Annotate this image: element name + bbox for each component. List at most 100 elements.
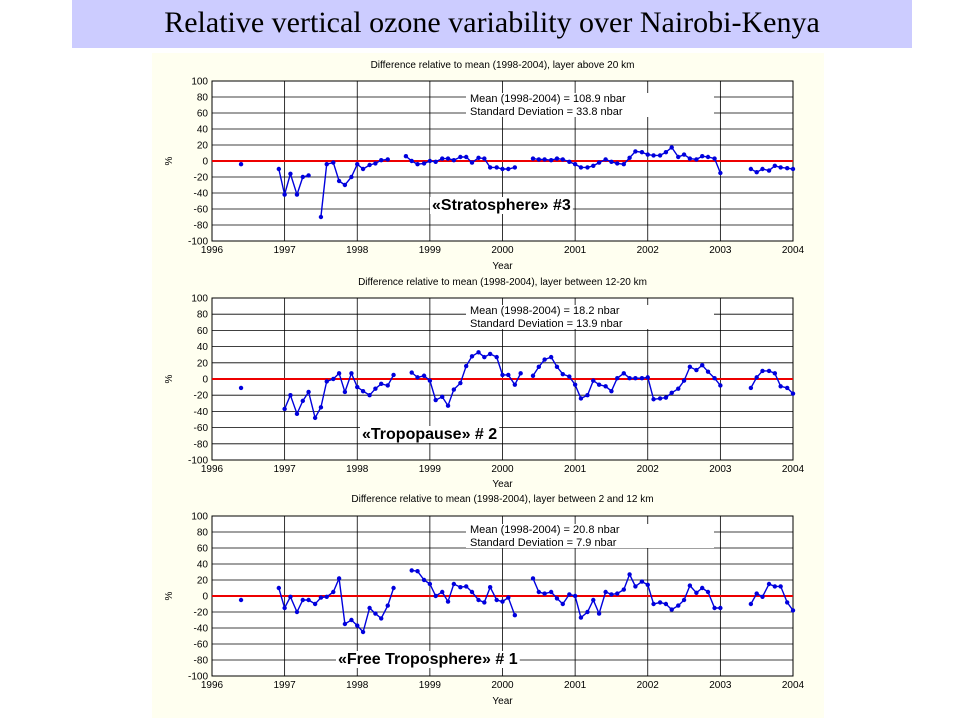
chart2-data-point: [748, 385, 754, 391]
chart2-data-point: [427, 378, 433, 383]
chart2-data-point: [694, 367, 699, 373]
chart2-x-axis-label: Year: [492, 479, 513, 490]
chart3-data-point: [506, 595, 511, 600]
chart2-data-point: [482, 354, 487, 360]
chart3-data-point: [748, 601, 754, 607]
chart3-x-tick-label: 2003: [709, 680, 732, 691]
chart3-data-point: [409, 568, 414, 573]
chart2-data-point: [487, 351, 493, 357]
chart2-x-tick-label: 2004: [782, 464, 805, 475]
chart1-data-point: [633, 149, 638, 154]
chart2-y-tick-label: -60: [194, 423, 209, 434]
chart1-data-point: [336, 178, 342, 184]
chart1-data-point: [651, 153, 656, 158]
chart1-data-point: [300, 174, 305, 180]
chart2-y-tick-label: -20: [194, 391, 209, 402]
chart3-data-point: [469, 589, 475, 595]
chart1-data-point: [403, 154, 409, 159]
chart2-y-tick-label: 60: [197, 326, 209, 337]
chart1-data-point: [415, 162, 420, 167]
chart2-data-point: [463, 363, 469, 369]
chart3-y-tick-label: 60: [197, 544, 209, 555]
chart3-data-point: [669, 607, 674, 612]
chart3-data-point: [355, 623, 360, 628]
chart1-data-point: [712, 156, 717, 161]
chart1-data-point: [294, 192, 300, 197]
chart3-y-tick-label: 80: [197, 528, 209, 539]
chart3-data-point: [772, 584, 778, 589]
chart3-data-point: [282, 605, 287, 611]
chart3-data-point: [700, 585, 705, 591]
chart2-y-tick-label: 40: [197, 342, 209, 353]
chart1-y-tick-label: 60: [197, 109, 209, 120]
chart3-data-point: [476, 597, 481, 603]
chart1-data-point: [342, 182, 348, 188]
chart2-data-point: [385, 383, 390, 388]
chart3-x-tick-label: 2004: [782, 680, 805, 691]
chart1-x-tick-label: 1996: [201, 245, 224, 256]
chart1-data-point: [560, 157, 565, 162]
chart3-data-point: [336, 576, 342, 581]
chart1-data-point: [536, 157, 542, 162]
chart2-data-point: [585, 393, 590, 398]
chart2-data-point: [681, 378, 687, 383]
chart1-x-tick-label: 2002: [637, 245, 660, 256]
chart1-stats-box: [466, 93, 714, 117]
chart3-data-point: [603, 589, 608, 595]
chart2-y-tick-label: 20: [197, 358, 209, 369]
chart1-x-axis-label: Year: [492, 261, 513, 272]
chart2-x-tick-label: 1997: [274, 464, 297, 475]
chart3-data-point: [778, 584, 783, 589]
chart2-x-tick-label: 1999: [419, 464, 442, 475]
chart1-y-tick-label: -100: [188, 237, 208, 248]
chart3-data-point: [633, 584, 638, 589]
chart1-data-point: [276, 166, 282, 172]
chart3-data-point: [415, 569, 420, 574]
chart1-data-point: [360, 166, 366, 172]
chart2-data-point: [367, 393, 372, 398]
chart2-data-point: [349, 371, 354, 376]
chart1-x-tick-label: 1998: [346, 245, 369, 256]
chart1-data-point: [615, 161, 620, 166]
chart3-y-tick-label: 100: [191, 512, 208, 523]
chart3-data-point: [512, 613, 518, 618]
chart3-data-point: [676, 603, 681, 608]
chart1-data-point: [463, 154, 469, 160]
chart2-data-point: [560, 371, 565, 377]
chart1-data-point: [784, 166, 790, 171]
chart2-data-point: [238, 385, 244, 391]
chart2-y-tick-label: -80: [194, 439, 209, 450]
chart2-y-tick-label: 80: [197, 310, 209, 321]
chart2-data-point: [700, 363, 705, 368]
chart2-data-point: [554, 364, 560, 370]
chart1-data-point: [306, 173, 311, 178]
chart3-data-point: [458, 585, 463, 590]
chart1-y-tick-label: -80: [194, 221, 209, 232]
chart1-data-point: [639, 150, 645, 155]
chart1-data-point: [705, 154, 711, 160]
chart3-x-tick-label: 1998: [346, 680, 369, 691]
chart3-x-tick-label: 1996: [201, 680, 224, 691]
chart2-data-point: [705, 369, 711, 374]
chart2-data-point: [778, 384, 783, 389]
chart2-data-point: [324, 379, 329, 384]
chart2-data-point: [718, 383, 723, 388]
chart1-y-tick-label: 40: [197, 125, 209, 136]
chart1-data-point: [349, 174, 354, 180]
chart1-data-point: [445, 156, 451, 161]
chart2-data-point: [663, 395, 669, 400]
chart3-data-point: [324, 594, 329, 599]
chart1-y-tick-label: 100: [191, 77, 208, 88]
chart2-data-point: [772, 371, 778, 376]
chart3-data-point: [349, 617, 354, 623]
chart1-data-point: [427, 158, 433, 164]
chart2-data-point: [754, 375, 759, 380]
chart1-data-point: [500, 166, 505, 172]
chart3-data-point: [433, 593, 438, 599]
chart3-data-point: [585, 609, 590, 615]
chart1-data-point: [676, 154, 681, 160]
chart1-data-point: [238, 162, 244, 167]
chart1-data-point: [482, 156, 487, 161]
chart3-data-point: [560, 601, 565, 607]
chart2-y-tick-label: 0: [202, 375, 208, 386]
